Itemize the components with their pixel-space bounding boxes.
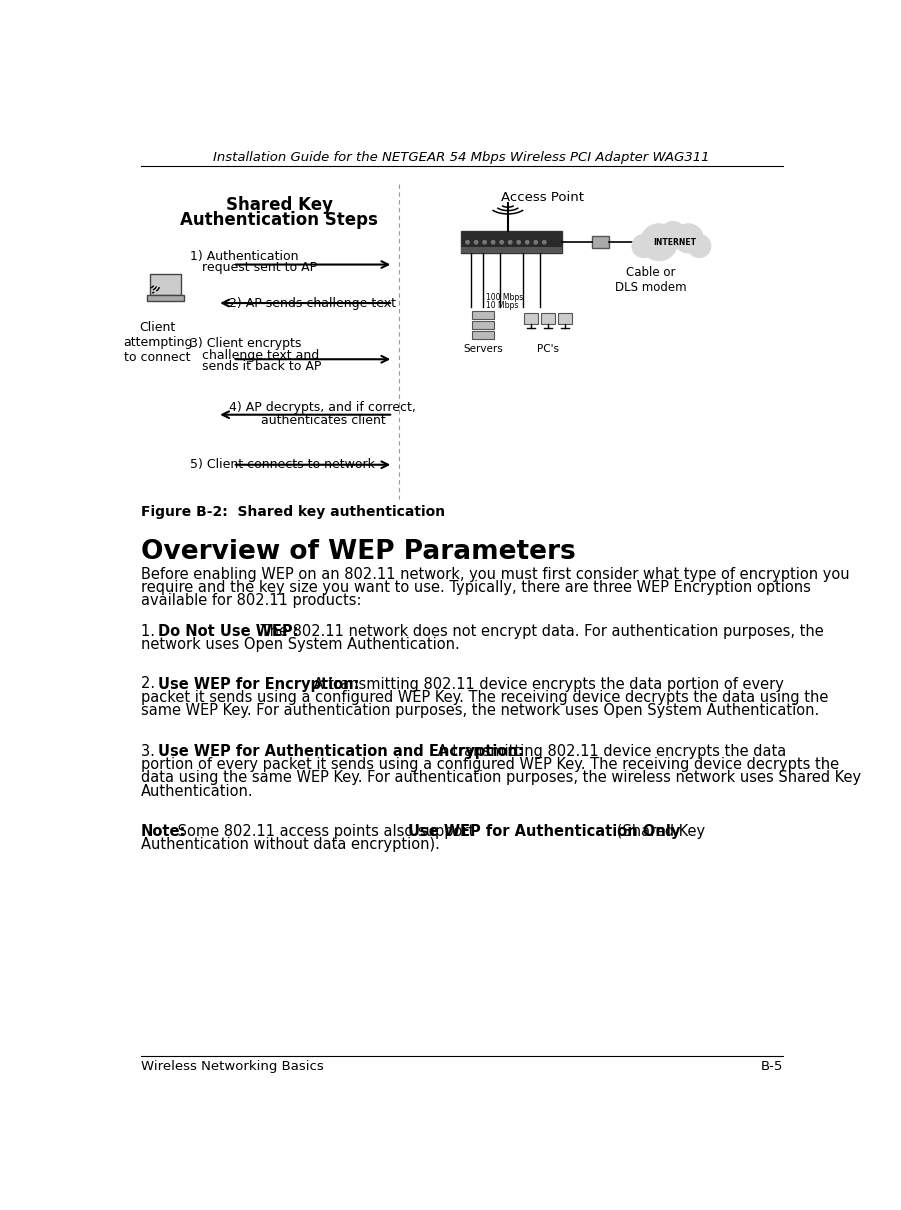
Text: B-5: B-5 (760, 1060, 783, 1073)
Text: 4) AP decrypts, and if correct,: 4) AP decrypts, and if correct, (229, 402, 415, 414)
FancyBboxPatch shape (472, 330, 494, 339)
Circle shape (475, 241, 478, 244)
FancyBboxPatch shape (461, 231, 562, 253)
FancyBboxPatch shape (472, 311, 494, 319)
FancyBboxPatch shape (559, 313, 572, 324)
Text: require and the key size you want to use. Typically, there are three WEP Encrypt: require and the key size you want to use… (141, 581, 810, 595)
FancyBboxPatch shape (542, 313, 555, 324)
Text: challenge text and: challenge text and (190, 348, 319, 362)
FancyBboxPatch shape (150, 273, 181, 295)
Text: available for 802.11 products:: available for 802.11 products: (141, 593, 361, 609)
Text: Client
attempting
to connect: Client attempting to connect (123, 321, 192, 364)
Text: 3.: 3. (141, 744, 159, 759)
Circle shape (674, 224, 703, 253)
FancyBboxPatch shape (472, 321, 494, 329)
Text: 100 Mbps: 100 Mbps (487, 293, 523, 302)
Circle shape (500, 241, 504, 244)
Text: portion of every packet it sends using a configured WEP Key. The receiving devic: portion of every packet it sends using a… (141, 757, 839, 772)
FancyBboxPatch shape (592, 236, 608, 248)
Text: sends it back to AP: sends it back to AP (190, 361, 322, 374)
Text: same WEP Key. For authentication purposes, the network uses Open System Authenti: same WEP Key. For authentication purpose… (141, 703, 819, 718)
Text: Overview of WEP Parameters: Overview of WEP Parameters (141, 540, 575, 565)
Text: Access Point: Access Point (501, 191, 584, 204)
Text: A transmitting 802.11 device encrypts the data: A transmitting 802.11 device encrypts th… (433, 744, 787, 759)
Text: Servers: Servers (463, 344, 503, 353)
Circle shape (491, 241, 495, 244)
Circle shape (687, 235, 711, 258)
Text: authenticates client: authenticates client (229, 414, 386, 427)
Text: A transmitting 802.11 device encrypts the data portion of every: A transmitting 802.11 device encrypts th… (309, 676, 784, 691)
Text: Cable or
DLS modem: Cable or DLS modem (615, 266, 687, 294)
FancyBboxPatch shape (147, 295, 184, 301)
Text: Use WEP for Authentication Only: Use WEP for Authentication Only (408, 824, 681, 840)
Circle shape (517, 241, 521, 244)
Text: Do Not Use WEP:: Do Not Use WEP: (159, 624, 298, 639)
Circle shape (483, 241, 487, 244)
Text: network uses Open System Authentication.: network uses Open System Authentication. (141, 638, 460, 652)
FancyBboxPatch shape (461, 247, 562, 253)
Text: packet it sends using a configured WEP Key. The receiving device decrypts the da: packet it sends using a configured WEP K… (141, 690, 828, 704)
Text: request sent to AP: request sent to AP (190, 261, 317, 275)
Text: Installation Guide for the NETGEAR 54 Mbps Wireless PCI Adapter WAG311: Installation Guide for the NETGEAR 54 Mb… (214, 151, 710, 165)
Circle shape (534, 241, 538, 244)
Text: 1) Authentication: 1) Authentication (190, 249, 298, 263)
Circle shape (632, 235, 655, 258)
Text: Authentication Steps: Authentication Steps (180, 211, 378, 229)
Text: (Shared Key: (Shared Key (612, 824, 705, 840)
Text: 5) Client connects to network: 5) Client connects to network (190, 459, 375, 471)
Text: INTERNET: INTERNET (653, 237, 696, 247)
Text: data using the same WEP Key. For authentication purposes, the wireless network u: data using the same WEP Key. For authent… (141, 771, 860, 785)
Text: Authentication.: Authentication. (141, 784, 253, 799)
Text: Note:: Note: (141, 824, 186, 840)
Text: Shared Key: Shared Key (226, 196, 332, 214)
Text: Authentication without data encryption).: Authentication without data encryption). (141, 837, 440, 852)
Circle shape (542, 241, 546, 244)
Circle shape (660, 221, 687, 248)
Text: 10 Mbps: 10 Mbps (487, 301, 519, 310)
Text: PC's: PC's (537, 344, 560, 353)
Text: 1.: 1. (141, 624, 159, 639)
Text: 3) Client encrypts: 3) Client encrypts (190, 338, 302, 351)
Circle shape (466, 241, 469, 244)
Circle shape (525, 241, 529, 244)
Circle shape (508, 241, 512, 244)
Text: The 802.11 network does not encrypt data. For authentication purposes, the: The 802.11 network does not encrypt data… (257, 624, 824, 639)
Text: Figure B-2:  Shared key authentication: Figure B-2: Shared key authentication (141, 506, 445, 519)
Text: Wireless Networking Basics: Wireless Networking Basics (141, 1060, 323, 1073)
Text: Use WEP for Encryption:: Use WEP for Encryption: (159, 676, 359, 691)
FancyBboxPatch shape (524, 313, 538, 324)
Circle shape (641, 224, 678, 260)
Text: Some 802.11 access points also support: Some 802.11 access points also support (173, 824, 479, 840)
Text: 2) AP sends challenge text: 2) AP sends challenge text (229, 296, 396, 310)
Text: Use WEP for Authentication and Encryption:: Use WEP for Authentication and Encryptio… (159, 744, 523, 759)
Text: Before enabling WEP on an 802.11 network, you must first consider what type of e: Before enabling WEP on an 802.11 network… (141, 567, 849, 582)
Text: 2.: 2. (141, 676, 159, 691)
